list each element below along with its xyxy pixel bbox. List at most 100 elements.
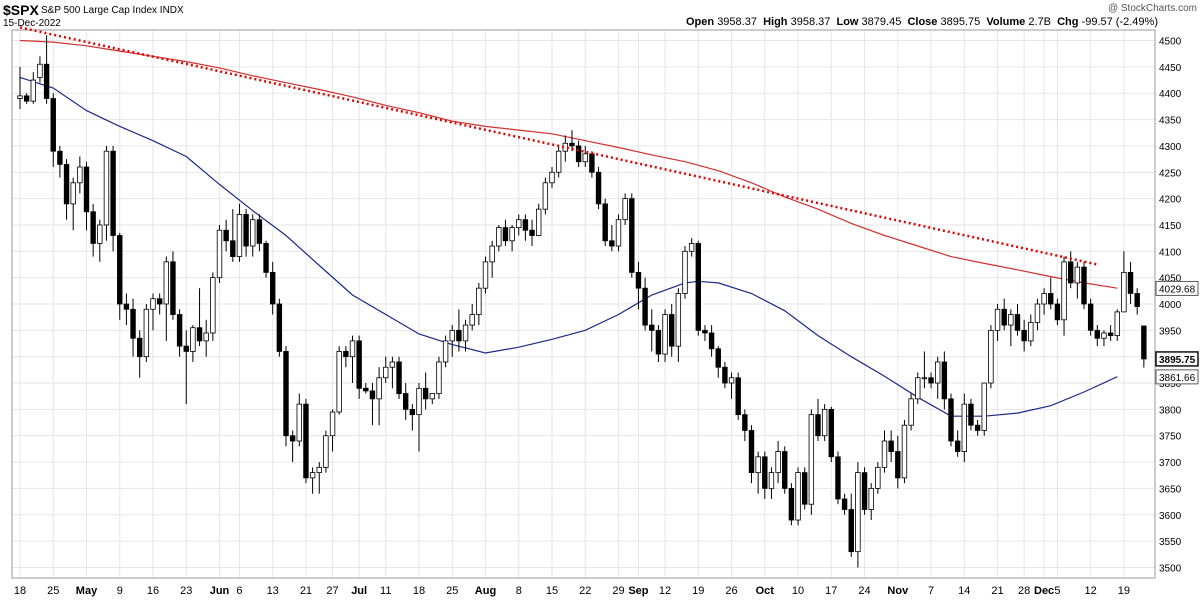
x-tick-label: May (76, 585, 98, 597)
candle (230, 209, 236, 262)
y-tick-label: 3550 (1159, 537, 1182, 548)
candle (915, 372, 921, 405)
candle-body (343, 351, 349, 358)
stockcharts-credit: @ StockCharts.com (1107, 3, 1197, 14)
candle-body (37, 63, 43, 78)
candle-body (1121, 271, 1127, 313)
candle (316, 462, 322, 494)
candle (30, 72, 36, 104)
candle (808, 409, 815, 515)
close-label: Close (907, 16, 938, 28)
candle-body (569, 142, 575, 147)
x-tick-label: 12 (1085, 585, 1097, 597)
candle-body (422, 387, 429, 400)
candle-body (961, 403, 967, 452)
y-axis: 3500355036003650370037503800385039003950… (1159, 37, 1182, 575)
high-value: 3958.37 (790, 16, 831, 28)
candle-body (416, 387, 422, 416)
symbol-name: S&P 500 Large Cap Index INDX (41, 5, 184, 16)
candle (289, 430, 296, 463)
x-tick-label: 26 (725, 585, 737, 597)
candle-body (742, 414, 748, 431)
candle (875, 462, 881, 494)
candle (476, 282, 482, 326)
candle-body (1048, 293, 1054, 305)
open-value: 3958.37 (717, 16, 757, 28)
candle-body (981, 382, 987, 431)
candle-body (1101, 332, 1107, 339)
candle-body (1014, 314, 1021, 331)
x-tick-label: Oct (756, 585, 775, 597)
candle-body (575, 145, 582, 163)
candle (715, 346, 721, 378)
candle (522, 214, 529, 241)
candle-body (156, 298, 163, 305)
candle-body (223, 229, 229, 242)
candle-body (941, 361, 948, 400)
candle-body (582, 153, 588, 163)
candle (429, 393, 435, 405)
candle (954, 430, 961, 457)
x-tick-label: 18 (14, 585, 26, 597)
candle (529, 219, 535, 247)
candle-body (476, 287, 482, 315)
x-tick-label: 19 (692, 585, 704, 597)
candle (675, 288, 682, 362)
candle (123, 293, 130, 326)
candle-body (635, 271, 642, 289)
y-tick-label: 4250 (1159, 168, 1182, 179)
candle-body (555, 150, 562, 173)
candle-body (529, 229, 535, 236)
candle-body (928, 377, 934, 384)
x-tick-label: 6 (236, 585, 242, 597)
x-tick-label: Nov (887, 585, 909, 597)
candle-body (974, 424, 981, 431)
candle-body (835, 456, 841, 500)
x-tick-label: 5 (1054, 585, 1060, 597)
x-tick-label: 8 (516, 585, 522, 597)
y-tick-label: 4350 (1159, 116, 1182, 127)
candle-body (349, 340, 356, 358)
candle (948, 393, 954, 447)
candle-body (509, 227, 515, 242)
price-tag-box (1155, 280, 1199, 296)
candle (755, 451, 761, 494)
candle-body (110, 150, 116, 236)
candle (1134, 288, 1140, 315)
candle (569, 130, 575, 152)
volume-label: Volume (986, 16, 1026, 28)
candle (250, 214, 256, 257)
candle (1107, 325, 1114, 341)
candle (1094, 325, 1100, 347)
candle-body (695, 243, 701, 331)
candle-body (50, 98, 56, 152)
candle (901, 419, 908, 484)
candle (635, 261, 642, 310)
candle (110, 145, 116, 252)
candle (788, 483, 795, 526)
price-tag-label: 3895.75 (1159, 355, 1196, 366)
candle-body (456, 329, 462, 342)
candle (742, 409, 748, 441)
candle (356, 335, 362, 399)
candle-body (662, 314, 668, 355)
candle-body (669, 314, 675, 347)
candle-body (688, 243, 695, 252)
candle (509, 224, 515, 252)
candle (130, 298, 136, 357)
candle-body (901, 424, 908, 479)
candle (469, 304, 475, 331)
plot-frame (11, 29, 1156, 579)
candle-body (722, 366, 728, 384)
x-tick-label: 25 (446, 585, 458, 597)
candle (389, 356, 396, 389)
candle-body (1021, 329, 1027, 342)
candle-body (881, 440, 888, 468)
candle (688, 238, 695, 257)
candle (655, 325, 662, 362)
candle (708, 325, 715, 357)
y-tick-label: 4050 (1159, 274, 1182, 285)
high-label: High (763, 16, 788, 28)
x-tick-label: 22 (579, 585, 591, 597)
y-tick-label: 3850 (1159, 379, 1182, 390)
